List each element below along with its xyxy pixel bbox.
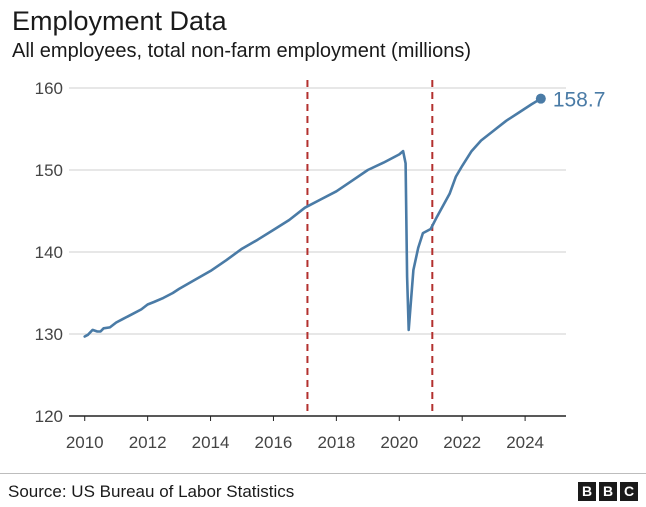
end-point-marker xyxy=(535,93,546,104)
bbc-logo-letter: B xyxy=(578,482,596,501)
end-value-label: 158.7 xyxy=(553,89,606,112)
series-line xyxy=(83,97,543,338)
x-tick-label: 2018 xyxy=(317,433,355,452)
x-tick-label: 2016 xyxy=(255,433,293,452)
source-note: Source: US Bureau of Labor Statistics xyxy=(8,482,295,501)
bbc-logo-letter: C xyxy=(620,482,638,501)
chart-subtitle: All employees, total non-farm employment… xyxy=(12,40,472,62)
y-tick-label: 150 xyxy=(35,161,63,180)
x-tick-label: 2020 xyxy=(380,433,418,452)
line-chart: 120 130 140 150 160 2010 2012 2014 2016 2018 2020 2… xyxy=(35,79,606,452)
y-tick-label: 130 xyxy=(35,325,63,344)
chart-title: Employment Data xyxy=(12,6,227,36)
y-tick-label: 120 xyxy=(35,407,63,426)
x-tick-label: 2012 xyxy=(129,433,167,452)
y-tick-label: 160 xyxy=(35,79,63,98)
x-tick-label: 2010 xyxy=(66,433,104,452)
x-tick-label: 2022 xyxy=(443,433,481,452)
bbc-logo: B B C xyxy=(578,482,638,501)
y-tick-label: 140 xyxy=(35,243,63,262)
x-tick-label: 2014 xyxy=(192,433,230,452)
bbc-logo-letter: B xyxy=(599,482,617,501)
footer-divider xyxy=(0,473,646,474)
x-tick-label: 2024 xyxy=(506,433,544,452)
